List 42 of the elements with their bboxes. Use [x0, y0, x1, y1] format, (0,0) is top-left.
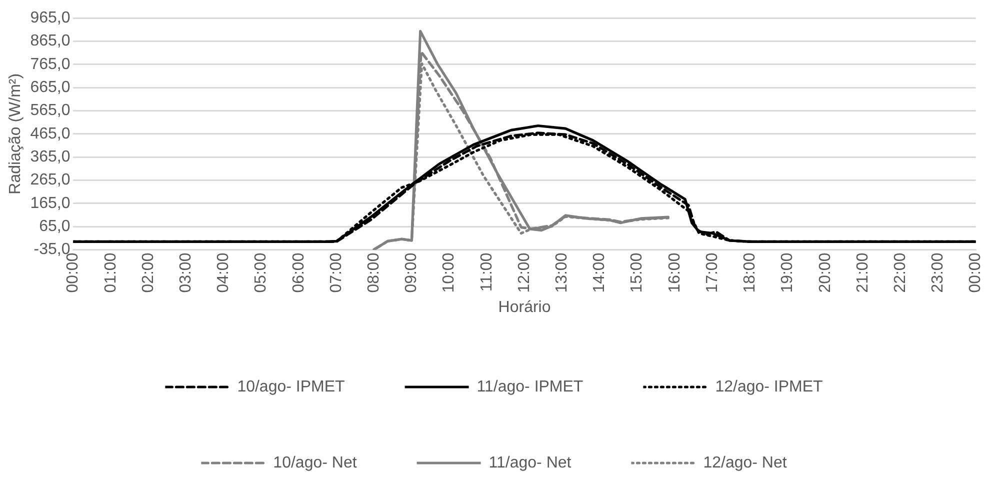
y-tick-label: 465,0 [30, 125, 70, 142]
x-tick-label: 12:00 [516, 252, 533, 293]
x-tick-label: 14:00 [591, 252, 608, 293]
legend-label: 10/ago- IPMET [237, 378, 346, 396]
legend-label: 12/ago- Net [703, 454, 788, 472]
x-tick-label: 20:00 [816, 252, 834, 293]
x-tick-label: 02:00 [140, 252, 157, 293]
x-axis-title: Horário [498, 298, 551, 316]
y-tick-label: 565,0 [30, 102, 70, 120]
x-tick-label: 18:00 [742, 252, 759, 293]
x-tick-label: 10:00 [440, 252, 458, 293]
x-tick-label: 07:00 [328, 252, 345, 293]
y-tick-label: 665,0 [30, 78, 70, 96]
y-axis-title: Radiação (W/m²) [7, 73, 24, 194]
y-tick-label: 165,0 [30, 194, 70, 212]
legend-label: 10/ago- Net [273, 454, 358, 472]
legend-label: 11/ago- Net [488, 454, 572, 472]
x-tick-label: 08:00 [366, 252, 382, 293]
x-tick-label: 00:00 [967, 252, 984, 293]
y-tick-label: 865,0 [30, 32, 70, 50]
y-tick-label: 965,0 [30, 9, 70, 26]
x-tick-label: 16:00 [666, 252, 684, 293]
x-tick-label: 11:00 [478, 252, 496, 292]
y-tick-label: 765,0 [30, 56, 70, 73]
x-tick-label: 19:00 [779, 252, 796, 293]
x-tick-label: 03:00 [177, 252, 194, 293]
x-tick-label: 09:00 [403, 252, 420, 293]
x-tick-label: 23:00 [930, 252, 947, 293]
x-tick-label: 15:00 [628, 252, 646, 293]
x-tick-label: 22:00 [892, 252, 909, 293]
y-tick-label: 65,0 [39, 218, 70, 235]
x-tick-label: 04:00 [215, 252, 232, 293]
x-tick-label: 06:00 [290, 252, 308, 293]
y-tick-label: 365,0 [30, 148, 70, 166]
x-tick-label: 17:00 [704, 252, 721, 293]
x-tick-label: 13:00 [554, 252, 571, 293]
x-tick-label: 01:00 [102, 252, 120, 293]
x-tick-label: 21:00 [854, 252, 872, 293]
legend-label: 12/ago- IPMET [715, 378, 824, 396]
x-tick-label: 05:00 [252, 252, 270, 293]
y-tick-label: 265,0 [30, 172, 70, 189]
legend-label: 11/ago- IPMET [476, 378, 584, 396]
